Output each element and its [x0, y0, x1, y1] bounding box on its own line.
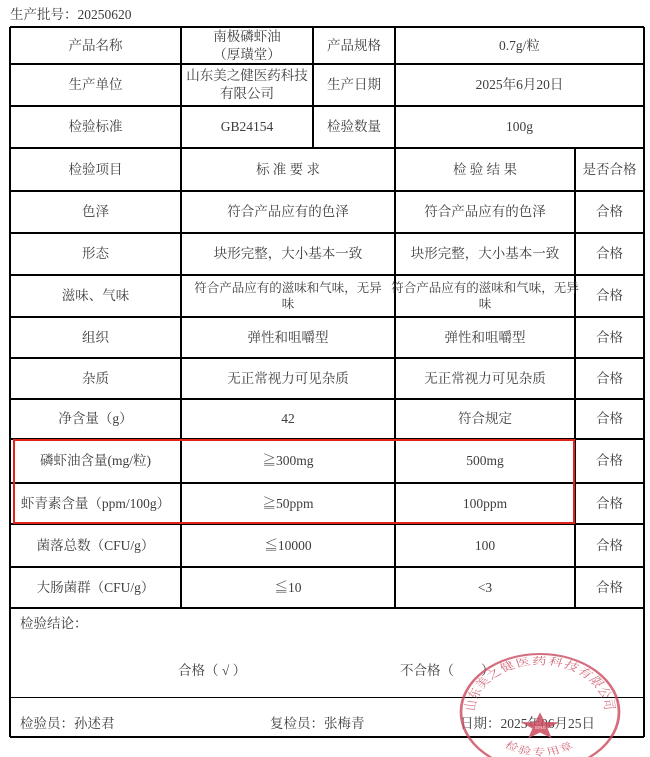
- svg-text:SN8: SN8: [534, 726, 546, 731]
- svg-text:山东美之健医药科技有限公司: 山东美之健医药科技有限公司: [462, 655, 618, 712]
- svg-text:检验专用章: 检验专用章: [502, 739, 578, 757]
